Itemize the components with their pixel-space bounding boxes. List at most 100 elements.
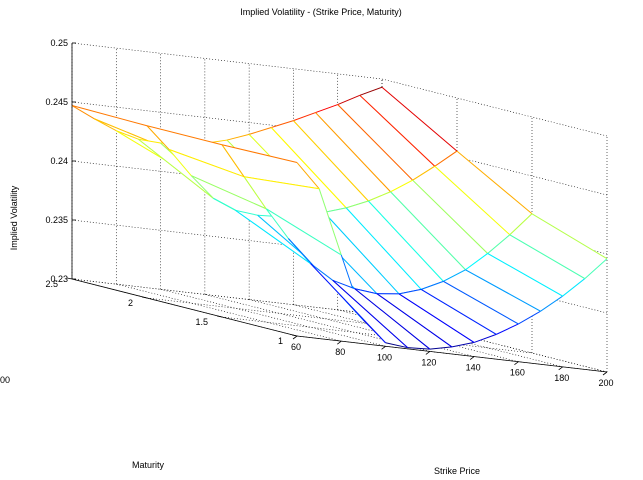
surface-mesh-line: [421, 288, 497, 335]
surface-mesh-line: [337, 104, 414, 181]
surface-mesh-line: [71, 105, 95, 120]
surface-patch: [293, 112, 391, 201]
surface-patch: [377, 293, 475, 347]
x-tick-label: 180: [554, 373, 569, 383]
surface-mesh-line: [359, 94, 436, 167]
surface-mesh-line: [359, 86, 383, 96]
surface-mesh-line: [221, 144, 245, 178]
surface-patch: [324, 207, 422, 294]
y-tick-label: 1: [278, 336, 283, 346]
surface-patch: [412, 166, 510, 254]
surface-mesh-line: [265, 208, 289, 239]
surface-mesh-line: [473, 333, 497, 343]
x-tick-label: 160: [510, 368, 525, 378]
surface-mesh-line: [518, 310, 541, 325]
surface-mesh-line: [429, 346, 453, 350]
surface-mesh-line: [235, 209, 311, 264]
surface-mesh-line: [443, 269, 466, 282]
y-tick-mark: [291, 334, 298, 337]
surface-patch: [434, 151, 532, 235]
back-wall-gridline: [71, 42, 383, 80]
surface-mesh-line: [390, 191, 466, 271]
x-tick-mark: [558, 366, 563, 371]
floor-gridline: [146, 297, 458, 335]
surface-mesh-line: [270, 127, 347, 209]
surface-mesh-line: [465, 269, 541, 312]
surface-mesh-line: [487, 253, 563, 297]
surface-mesh-line: [168, 149, 192, 177]
surface-mesh-line: [434, 150, 458, 167]
y-tick-label: 2: [128, 298, 133, 308]
surface-patch: [359, 87, 457, 167]
surface-mesh-line: [138, 138, 161, 144]
surface-mesh-line: [271, 120, 294, 128]
surface-mesh-line: [398, 293, 475, 343]
surface-mesh-line: [146, 125, 170, 150]
surface-mesh-line: [443, 280, 519, 325]
surface-mesh-line: [354, 288, 378, 295]
z-tick-label: 0.25: [50, 38, 68, 48]
surface-mesh-line: [243, 176, 267, 210]
y-axis-line: [71, 278, 298, 337]
surface-mesh-line: [226, 133, 250, 141]
x-tick-label: 80: [335, 347, 345, 357]
surface-patch: [271, 120, 369, 208]
surface-patch: [310, 263, 408, 348]
z-axis-label: Implied Volatility: [9, 185, 19, 250]
axes-layer: [66, 42, 608, 376]
y-tick-mark: [141, 296, 148, 299]
surface-mesh-line: [318, 188, 342, 256]
surface-patch: [72, 105, 170, 150]
surface-mesh-line: [168, 149, 245, 178]
back-wall-gridline: [71, 219, 383, 257]
floor-gridline: [221, 316, 533, 354]
x-tick-label: 140: [466, 363, 481, 373]
y-tick-mark: [216, 315, 223, 318]
surface-mesh-line: [465, 253, 489, 271]
surface-mesh-line: [509, 213, 533, 236]
x-tick-label: 60: [291, 342, 301, 352]
x-tick-label: 120: [421, 357, 436, 367]
y-tick-label: 1.5: [195, 317, 208, 327]
surface-mesh-line: [412, 179, 489, 254]
surface-mesh-line: [487, 234, 511, 254]
surface-layer: [71, 86, 608, 350]
y-tick-label: 2.5: [45, 279, 58, 289]
surface-mesh-line: [332, 279, 409, 349]
surface-patch: [509, 213, 607, 279]
surface-mesh-line: [390, 179, 413, 193]
surface-mesh-line: [190, 175, 214, 199]
label-layer: 60 80 100 120 140 160 180 200 1 1.5 2 2.50.23 0.235 0…: [45, 38, 613, 388]
surface-patch: [487, 234, 585, 297]
surface-mesh-line: [116, 130, 139, 140]
x-axis-line: [296, 335, 608, 373]
surface-mesh-line: [296, 162, 320, 190]
surface-mesh-line: [434, 165, 511, 236]
surface-mesh-line: [315, 112, 391, 193]
surface-mesh-line: [368, 191, 391, 202]
surface-mesh-line: [293, 120, 369, 202]
surface-mesh-line: [138, 138, 214, 199]
x-tick-mark: [514, 361, 519, 366]
surface-mesh-line: [540, 295, 563, 312]
z-tick-label: 0.235: [45, 215, 68, 225]
surface-mesh-line: [376, 293, 453, 348]
surface-patch: [368, 191, 466, 282]
surface-patch: [443, 269, 541, 324]
surface-mesh-line: [451, 341, 475, 348]
surface-mesh-line: [337, 94, 361, 105]
surface-mesh-line: [293, 112, 316, 122]
surface-mesh-line: [310, 263, 334, 281]
z-tick-label: 0.245: [45, 97, 68, 107]
floor-gridline: [116, 283, 342, 342]
chart-title: Implied Volatility - (Strike Price, Matu…: [240, 7, 402, 17]
surface-mesh-line: [248, 127, 272, 135]
x-tick-label: 200: [598, 378, 613, 388]
surface-mesh-line: [381, 86, 458, 152]
x-tick-label: 100: [377, 352, 392, 362]
surface-mesh-line: [399, 288, 422, 295]
x-tick-mark: [425, 351, 431, 355]
surface-patch: [169, 149, 267, 209]
surface-mesh-line: [584, 258, 608, 279]
surface-mesh-line: [346, 200, 369, 209]
